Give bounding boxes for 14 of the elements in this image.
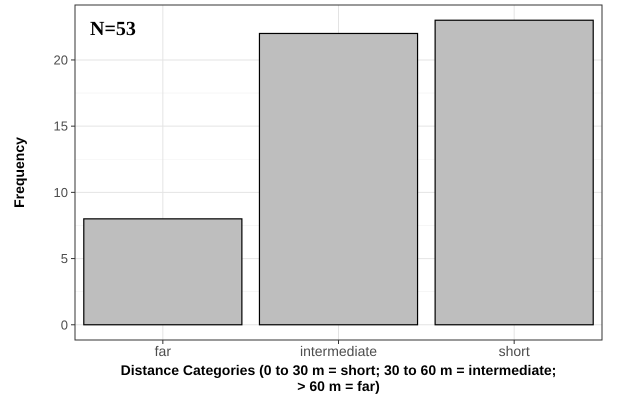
y-axis-title: Frequency [11,136,27,208]
y-tick-label: 10 [54,184,68,200]
y-tick-label: 5 [60,251,68,266]
y-tick-label: 0 [60,317,68,332]
x-axis-title: Distance Categories (0 to 30 m = short; 30 to 60 m = intermediate; > 60 m = far) [120,362,556,394]
bar [258,32,418,326]
x-tick-label: far [154,343,172,359]
x-tick-label: intermediate [300,343,378,359]
bar [83,218,242,326]
y-tick-label: 20 [54,52,68,68]
bar [434,20,594,326]
annotation: N=53 [90,18,136,40]
x-tick-label: short [498,343,530,359]
y-tick-label: 15 [54,118,68,134]
